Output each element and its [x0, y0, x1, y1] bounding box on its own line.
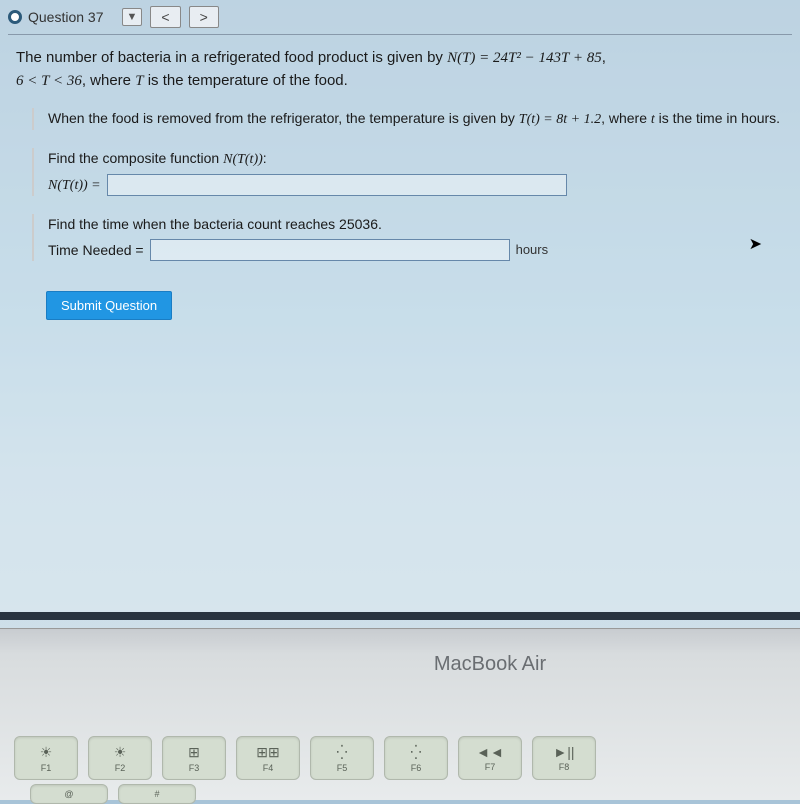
- text-segment: :: [263, 150, 267, 166]
- mouse-cursor-icon: ➤: [749, 234, 762, 254]
- launchpad-icon: ⊞⊞: [256, 744, 279, 761]
- key-label: F6: [411, 763, 422, 773]
- time-needed-input[interactable]: [150, 239, 510, 261]
- next-question-button[interactable]: >: [189, 6, 219, 28]
- kb-light-up-icon: ⁛: [410, 744, 421, 761]
- radio-icon: [8, 10, 22, 24]
- hours-unit-label: hours: [516, 240, 549, 260]
- key-f1[interactable]: ☀ F1: [14, 736, 78, 780]
- brightness-down-icon: ☀: [40, 744, 53, 761]
- key-f8[interactable]: ►|| F8: [532, 736, 596, 780]
- key-label: F4: [263, 763, 274, 773]
- question-content: The number of bacteria in a refrigerated…: [8, 35, 792, 328]
- key-f7[interactable]: ◄◄ F7: [458, 736, 522, 780]
- text-segment: , where: [82, 72, 135, 89]
- text-segment: The number of bacteria in a refrigerated…: [16, 49, 447, 66]
- text-segment: ,: [602, 49, 606, 66]
- rewind-icon: ◄◄: [476, 744, 504, 760]
- key-f6[interactable]: ⁛ F6: [384, 736, 448, 780]
- laptop-body: MacBook Air ☀ F1 ☀ F2 ⊞ F3 ⊞⊞ F4 ⁛ F5 ⁛ …: [0, 628, 800, 800]
- text-segment: When the food is removed from the refrig…: [48, 110, 519, 126]
- time-input-row: Time Needed = hours: [48, 239, 784, 261]
- text-segment: Find the composite function: [48, 150, 223, 166]
- key-f3[interactable]: ⊞ F3: [162, 736, 226, 780]
- domain-constraint: 6 < T < 36: [16, 73, 82, 89]
- prev-question-button[interactable]: <: [150, 6, 180, 28]
- question-selector[interactable]: Question 37 ▼: [8, 8, 142, 26]
- time-needed-subsection: Find the time when the bacteria count re…: [32, 214, 784, 261]
- question-toolbar: Question 37 ▼ < >: [8, 4, 792, 35]
- quiz-screen-area: Question 37 ▼ < > The number of bacteria…: [0, 0, 800, 620]
- chevron-down-icon[interactable]: ▼: [122, 8, 143, 26]
- time-input-label: Time Needed =: [48, 240, 144, 261]
- play-pause-icon: ►||: [553, 744, 574, 760]
- key-f5[interactable]: ⁛ F5: [310, 736, 374, 780]
- key-label: F8: [559, 762, 570, 772]
- key-at[interactable]: @: [30, 784, 108, 804]
- text-segment: is the time in hours.: [655, 110, 780, 126]
- submit-question-button[interactable]: Submit Question: [46, 291, 172, 320]
- composite-function-subsection: Find the composite function N(T(t)): N(T…: [32, 148, 784, 196]
- kb-light-down-icon: ⁛: [336, 744, 347, 761]
- expose-icon: ⊞: [188, 744, 200, 761]
- key-label: F1: [41, 763, 52, 773]
- laptop-brand-label: MacBook Air: [0, 629, 800, 676]
- formula-NTt: N(T(t)): [223, 152, 263, 167]
- find-time-prompt: Find the time when the bacteria count re…: [48, 214, 784, 235]
- brightness-up-icon: ☀: [114, 744, 127, 761]
- key-hash[interactable]: #: [118, 784, 196, 804]
- text-segment: is the temperature of the food.: [144, 72, 348, 89]
- temp-function-text: When the food is removed from the refrig…: [48, 108, 784, 130]
- key-f2[interactable]: ☀ F2: [88, 736, 152, 780]
- var-T: T: [135, 73, 143, 89]
- composite-input-row: N(T(t)) =: [48, 174, 784, 196]
- composite-function-input[interactable]: [107, 174, 567, 196]
- problem-statement: The number of bacteria in a refrigerated…: [16, 47, 784, 92]
- key-label: F2: [115, 763, 126, 773]
- find-composite-prompt: Find the composite function N(T(t)):: [48, 148, 784, 170]
- text-segment: , where: [601, 110, 651, 126]
- composite-input-label: N(T(t)) =: [48, 175, 101, 196]
- formula-Tt: T(t) = 8t + 1.2: [519, 112, 601, 127]
- question-number-label: Question 37: [28, 9, 104, 25]
- key-f4[interactable]: ⊞⊞ F4: [236, 736, 300, 780]
- key-label: F7: [485, 762, 496, 772]
- key-label: F3: [189, 763, 200, 773]
- temperature-subsection: When the food is removed from the refrig…: [32, 108, 784, 130]
- key-label: F5: [337, 763, 348, 773]
- formula-NT: N(T) = 24T² − 143T + 85: [447, 50, 602, 66]
- keyboard-row-2: @ #: [30, 784, 196, 804]
